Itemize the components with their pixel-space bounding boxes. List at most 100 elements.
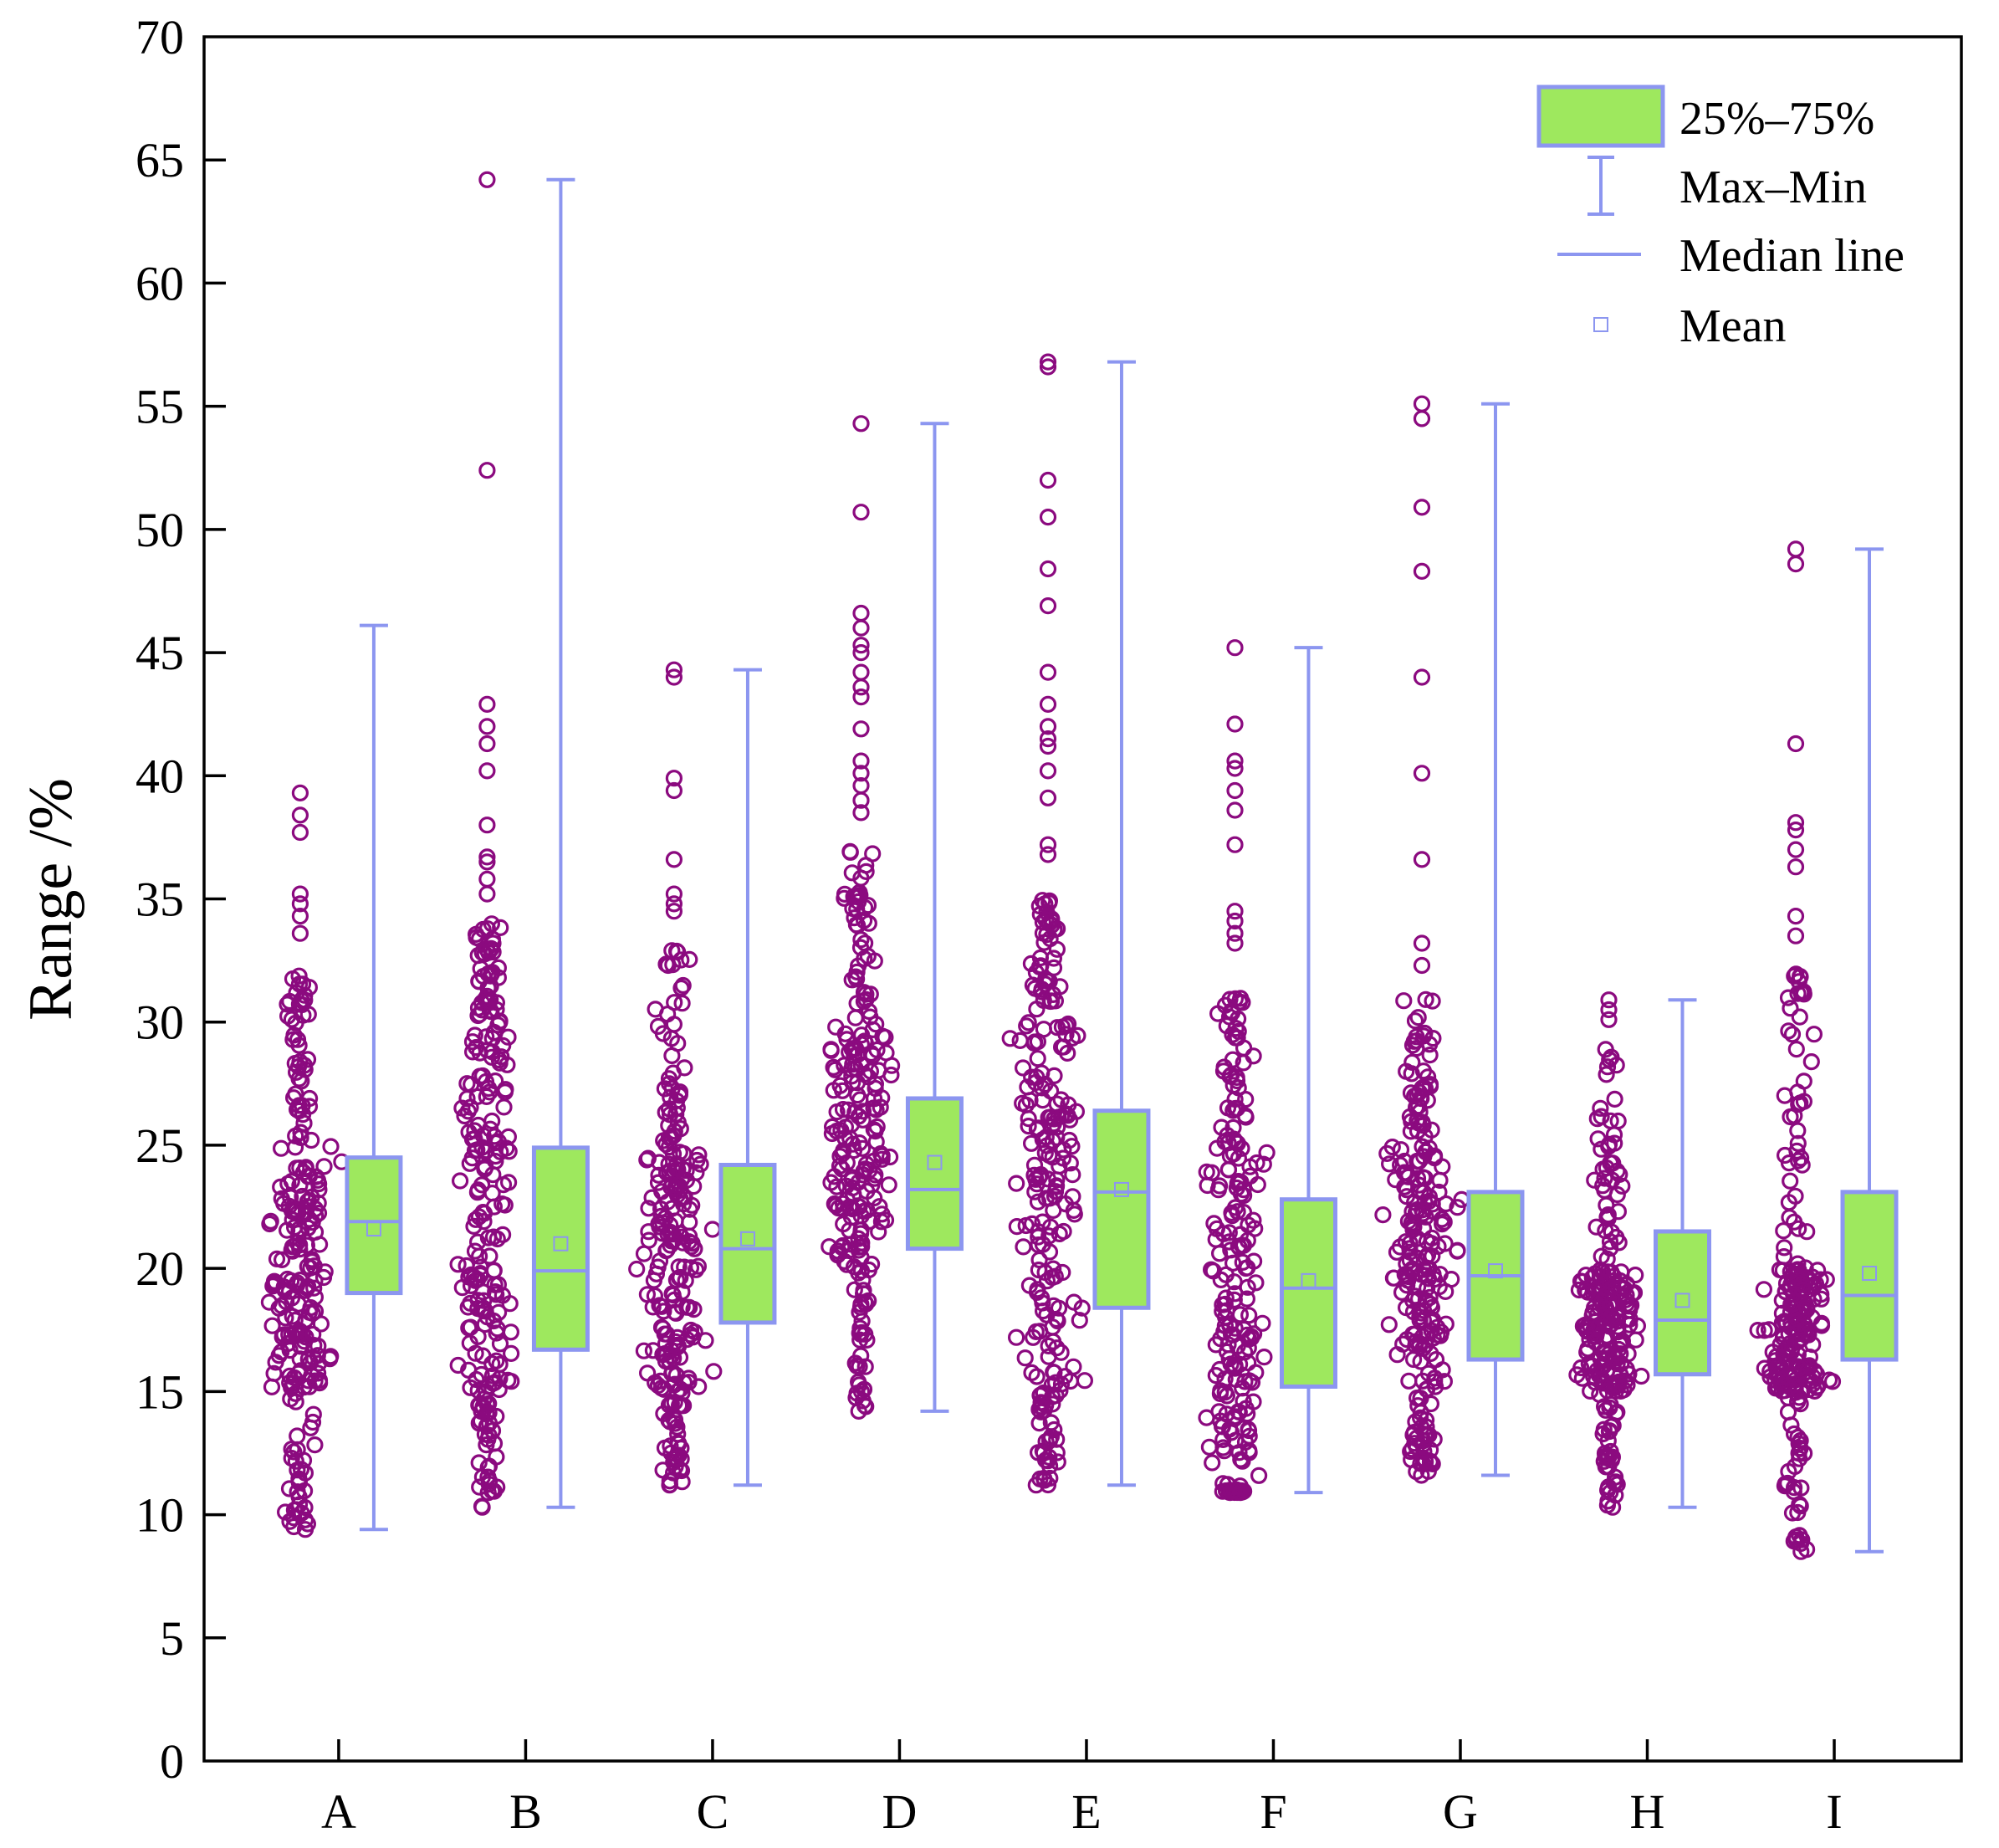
- data-point-f: [1224, 1102, 1242, 1119]
- data-point-c: [667, 1105, 685, 1123]
- y-tick-label: 10: [135, 1488, 184, 1543]
- data-point-a: [300, 1098, 319, 1115]
- data-point-d: [852, 791, 870, 809]
- data-point-d: [872, 1144, 890, 1163]
- data-point-g: [1413, 765, 1431, 782]
- data-point-a: [315, 1158, 333, 1175]
- data-point-e: [1034, 1091, 1051, 1109]
- points-a: [260, 784, 350, 1538]
- data-point-i: [1749, 1321, 1766, 1339]
- data-point-g: [1434, 1158, 1451, 1175]
- data-point-f: [1222, 1002, 1240, 1020]
- data-point-b: [478, 853, 496, 871]
- data-point-e: [1047, 1386, 1065, 1405]
- data-point-b: [479, 1468, 497, 1486]
- data-point-i: [1812, 1290, 1830, 1308]
- data-point-d: [849, 1373, 867, 1391]
- data-point-i: [1787, 1313, 1805, 1331]
- data-point-a: [287, 1385, 304, 1402]
- data-point-d: [835, 1142, 852, 1159]
- data-point-h: [1594, 1374, 1612, 1392]
- box-i: [1840, 547, 1899, 1554]
- data-point-c: [665, 661, 683, 678]
- data-point-d: [856, 934, 874, 952]
- data-point-e: [1037, 1129, 1055, 1146]
- data-point-e: [1034, 1213, 1051, 1231]
- data-point-a: [299, 1168, 317, 1185]
- data-point-b: [494, 1037, 512, 1054]
- data-point-f: [1224, 1077, 1242, 1094]
- data-point-i: [1791, 1008, 1808, 1026]
- data-point-e: [1039, 729, 1057, 748]
- data-point-b: [491, 1335, 509, 1353]
- data-point-e: [1039, 789, 1057, 806]
- data-point-g: [1413, 668, 1431, 686]
- data-point-i: [1789, 1255, 1807, 1272]
- data-point-e: [1039, 1170, 1056, 1188]
- data-point-d: [881, 1148, 899, 1166]
- data-point-e: [1041, 1469, 1059, 1487]
- data-point-e: [1031, 1386, 1049, 1405]
- data-point-e: [1039, 471, 1057, 489]
- data-point-i: [1779, 989, 1797, 1006]
- data-point-e: [1038, 1137, 1056, 1154]
- data-point-d: [834, 1236, 851, 1255]
- data-point-b: [473, 1402, 490, 1421]
- y-tick-label: 40: [135, 749, 184, 803]
- data-point-g: [1403, 1053, 1421, 1072]
- data-point-i: [1787, 1040, 1805, 1058]
- data-point-c: [673, 1283, 691, 1301]
- x-tick-label-a: A: [321, 1784, 356, 1839]
- data-point-a: [291, 895, 309, 913]
- x-tick-label-i: I: [1826, 1784, 1842, 1839]
- data-point-a: [287, 1393, 304, 1410]
- data-point-d: [852, 720, 870, 738]
- data-point-f: [1231, 1483, 1250, 1502]
- data-point-c: [667, 1449, 686, 1467]
- data-point-b: [478, 940, 496, 958]
- data-point-i: [1792, 1440, 1809, 1457]
- data-point-e: [1040, 1337, 1057, 1355]
- data-point-b: [466, 1026, 483, 1044]
- data-point-c: [662, 1236, 679, 1254]
- data-point-b: [451, 1172, 469, 1190]
- data-point-a: [304, 1252, 321, 1271]
- data-point-c: [664, 1286, 682, 1304]
- data-point-d: [857, 985, 875, 1003]
- data-point-e: [1044, 1395, 1061, 1413]
- data-point-i: [1789, 1122, 1807, 1139]
- data-point-d: [870, 1223, 887, 1241]
- data-point-b: [467, 1211, 485, 1228]
- data-point-d: [852, 619, 870, 637]
- data-point-c: [682, 1326, 699, 1344]
- data-point-h: [1598, 1250, 1616, 1268]
- data-point-a: [306, 1288, 324, 1306]
- data-point-c: [665, 903, 683, 920]
- data-point-f: [1245, 1325, 1263, 1343]
- data-point-g: [1449, 1241, 1466, 1259]
- data-point-h: [1592, 1099, 1609, 1117]
- data-point-b: [453, 1278, 471, 1297]
- data-point-i: [1780, 1022, 1797, 1040]
- axes-layer: 0 5 10 15 20 25 30 35 40 45 50 55 60 65 70 A B C D E F G H I: [135, 10, 1963, 1839]
- data-point-f: [1210, 1177, 1229, 1195]
- data-point-a: [294, 1451, 313, 1469]
- data-point-e: [1011, 1032, 1029, 1050]
- data-point-d: [852, 1262, 871, 1280]
- data-point-c: [640, 1231, 657, 1249]
- data-point-b: [487, 1134, 504, 1152]
- data-point-f: [1239, 1231, 1256, 1249]
- points-d: [821, 415, 901, 1421]
- data-point-a: [280, 1326, 298, 1344]
- points-h: [1568, 991, 1650, 1516]
- data-point-f: [1245, 1252, 1263, 1270]
- data-point-e: [1020, 1117, 1037, 1135]
- data-point-i: [1776, 1239, 1793, 1257]
- data-point-h: [1612, 1279, 1629, 1298]
- data-point-d: [872, 1213, 891, 1231]
- points-b: [449, 171, 520, 1516]
- data-point-i: [1788, 1142, 1806, 1160]
- data-point-d: [856, 1358, 874, 1375]
- data-point-b: [470, 1415, 488, 1432]
- data-point-d: [843, 1171, 861, 1189]
